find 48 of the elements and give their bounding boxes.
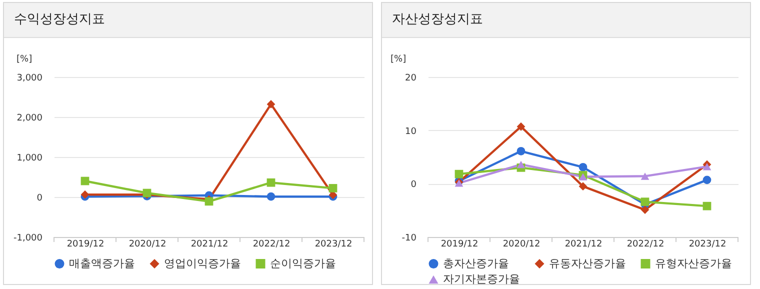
- y-tick-label: 3,000: [16, 74, 43, 84]
- x-tick-label: 2023/12: [688, 240, 726, 250]
- y-tick-label: -1,000: [13, 234, 43, 244]
- x-tick-label: 2022/12: [626, 240, 664, 250]
- chart-title: 자산성장성지표: [382, 3, 750, 38]
- x-tick-label: 2020/12: [502, 240, 540, 250]
- point: [516, 146, 526, 156]
- point: [516, 160, 526, 168]
- legend-label: 총자산증가율: [443, 256, 509, 270]
- y-tick-label: 20: [405, 74, 417, 84]
- point: [640, 198, 650, 206]
- y-axis-title: [%]: [390, 54, 406, 64]
- y-axis-title: [%]: [16, 54, 32, 64]
- point: [578, 182, 588, 191]
- x-tick-label: 2022/12: [252, 240, 290, 250]
- legend-label: 매출액증가율: [69, 256, 135, 270]
- point: [578, 173, 588, 180]
- y-tick-label: 0: [410, 180, 417, 190]
- point: [702, 162, 712, 170]
- legend-label: 영업이익증가율: [164, 256, 241, 270]
- x-tick-label: 2020/12: [128, 240, 166, 250]
- point: [80, 176, 90, 186]
- x-tick-label: 2019/12: [66, 240, 104, 250]
- y-tick-label: -10: [402, 234, 417, 244]
- legend-label: 유동자산증가율: [549, 256, 626, 270]
- legend-label: 자기자본증가율: [443, 272, 520, 286]
- x-tick-label: 2023/12: [314, 240, 352, 250]
- point: [266, 192, 276, 201]
- point: [702, 202, 712, 210]
- point: [266, 178, 276, 187]
- point: [328, 184, 338, 192]
- y-tick-label: 10: [405, 126, 417, 137]
- point: [266, 100, 276, 108]
- point: [640, 206, 650, 214]
- point: [516, 122, 526, 131]
- x-tick-label: 2021/12: [190, 240, 228, 250]
- point: [640, 172, 650, 180]
- x-tick-label: 2021/12: [564, 240, 602, 250]
- point: [578, 162, 588, 172]
- legend-label: 유형자산증가율: [655, 256, 732, 270]
- point: [702, 176, 712, 184]
- y-tick-label: 2,000: [16, 114, 43, 124]
- legend-label: 순이익증가율: [270, 256, 336, 270]
- y-tick-label: 0: [36, 194, 43, 204]
- point: [454, 170, 464, 178]
- x-tick-label: 2019/12: [440, 240, 478, 250]
- y-tick-label: 1,000: [16, 154, 43, 164]
- chart-title: 수익성장성지표: [4, 3, 372, 38]
